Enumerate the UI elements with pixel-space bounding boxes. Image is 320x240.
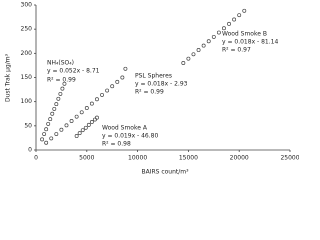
point	[196, 48, 201, 52]
annotation: R² = 0.97	[222, 47, 251, 54]
x-axis-label: BAIRS count/m³	[141, 169, 189, 176]
x-tick-label: 25000	[280, 155, 299, 162]
y-tick-label: 0	[28, 147, 32, 154]
annotation: y = 0.018x - 81.14	[222, 39, 278, 46]
point	[56, 96, 61, 101]
point	[110, 84, 115, 89]
point	[120, 75, 125, 80]
point	[58, 91, 63, 96]
point	[95, 115, 99, 120]
point	[80, 128, 85, 133]
point	[79, 110, 84, 115]
point	[115, 79, 120, 84]
point	[69, 119, 74, 123]
point	[60, 86, 65, 91]
y-tick-label: 150	[21, 74, 33, 81]
annotation: R² = 0.98	[102, 141, 131, 148]
point	[74, 114, 79, 119]
annotation: R² = 0.99	[135, 89, 164, 96]
point	[206, 39, 211, 44]
point	[123, 66, 128, 71]
point	[242, 8, 247, 13]
annotation: PSL Spheres	[135, 73, 172, 80]
point	[92, 117, 97, 122]
y-axis-label: Dust Trak μg/m³	[5, 53, 12, 102]
point	[54, 132, 59, 136]
point	[89, 101, 94, 106]
annotation: y = 0.018x - 2.93	[135, 81, 188, 88]
point	[83, 125, 88, 130]
point	[181, 61, 186, 65]
y-tick-label: 250	[21, 26, 33, 33]
y-tick-label: 300	[21, 2, 33, 9]
point	[201, 43, 206, 48]
point	[62, 81, 67, 86]
point	[100, 92, 104, 97]
point	[54, 102, 59, 107]
x-tick-label: 0	[34, 155, 38, 162]
point	[44, 127, 49, 132]
y-tick-label: 100	[21, 98, 33, 105]
point	[64, 123, 69, 128]
point	[95, 97, 99, 102]
annotation: Wood Smoke B	[222, 31, 267, 38]
x-tick-label: 5000	[79, 155, 94, 162]
y-tick-label: 200	[21, 50, 33, 57]
point	[84, 105, 89, 110]
point	[74, 134, 79, 138]
point	[42, 132, 47, 136]
page: BAIRS count/m³ Dust Trak μg/m³ NH₄(SO₄) …	[4, 1, 300, 176]
point	[49, 136, 54, 141]
point	[237, 13, 242, 18]
annotation: NH₄(SO₄)	[47, 60, 74, 67]
point	[48, 117, 53, 122]
point	[186, 56, 191, 61]
point	[46, 121, 51, 126]
point	[232, 17, 237, 22]
annotation: Wood Smoke A	[102, 125, 148, 132]
x-tick-label: 15000	[179, 155, 198, 162]
chart: BAIRS count/m³ Dust Trak μg/m³ NH₄(SO₄) …	[5, 2, 300, 176]
point	[222, 26, 226, 31]
y-tick-label: 50	[24, 122, 32, 129]
point	[40, 137, 45, 142]
point	[211, 34, 216, 39]
point	[89, 120, 94, 124]
point	[216, 30, 221, 35]
annotation: y = 0.019x - 46.80	[102, 133, 158, 140]
point	[227, 21, 231, 26]
point	[44, 140, 49, 145]
point	[52, 106, 57, 111]
annotation: R² = 0.99	[47, 77, 76, 84]
x-tick-label: 10000	[128, 155, 147, 162]
point	[105, 88, 110, 93]
point	[59, 127, 64, 132]
point	[77, 131, 82, 136]
annotation: y = 0.052x - 8.71	[47, 68, 100, 75]
point	[50, 111, 55, 116]
point	[191, 52, 196, 57]
point	[86, 122, 91, 127]
x-tick-label: 20000	[230, 155, 249, 162]
